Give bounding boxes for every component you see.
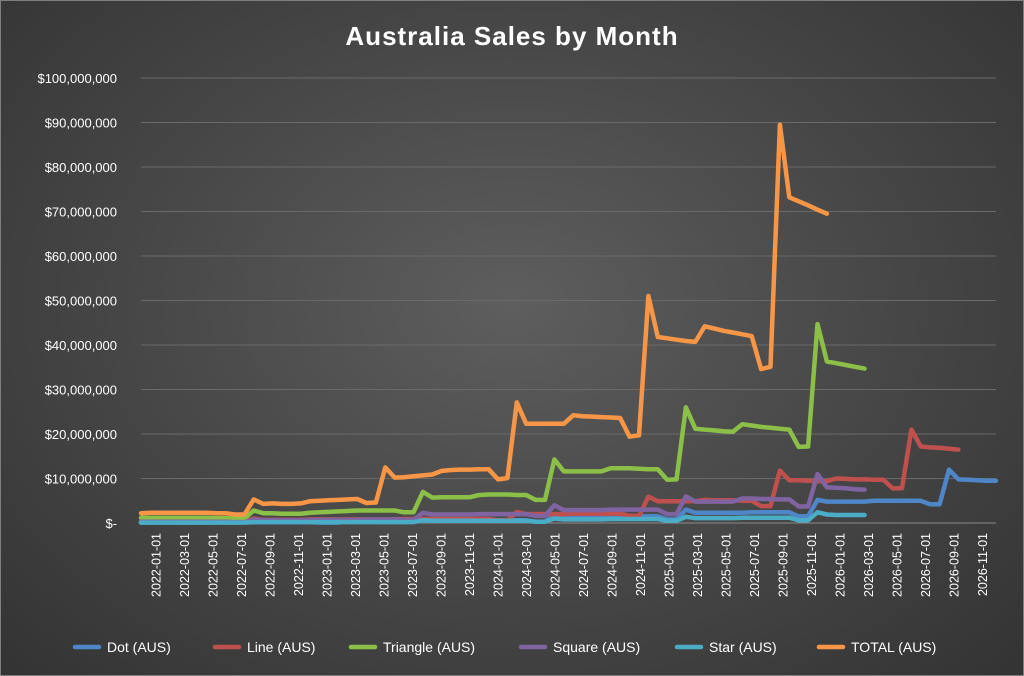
x-tick-label: 2026-09-01: [947, 533, 961, 597]
x-tick-label: 2023-01-01: [320, 533, 334, 597]
series-lines: [138, 122, 999, 525]
legend-label: Line (AUS): [247, 639, 315, 655]
x-tick-label: 2023-11-01: [463, 533, 477, 596]
x-tick-label: 2026-03-01: [862, 533, 876, 597]
x-tick-label: 2026-07-01: [919, 533, 933, 597]
x-tick-label: 2025-11-01: [805, 533, 819, 596]
x-tick-label: 2024-09-01: [605, 533, 619, 597]
y-tick-label: $60,000,000: [45, 249, 117, 264]
legend-label: Square (AUS): [553, 639, 640, 655]
chart-title: Australia Sales by Month: [345, 21, 678, 51]
x-tick-label: 2026-05-01: [890, 533, 904, 597]
series-line: [138, 122, 830, 517]
y-tick-label: $80,000,000: [45, 160, 117, 175]
y-tick-label: $-: [105, 516, 117, 531]
x-tick-label: 2022-11-01: [292, 533, 306, 596]
legend-label: Dot (AUS): [107, 639, 171, 655]
x-tick-label: 2022-01-01: [149, 533, 163, 597]
x-tick-label: 2025-09-01: [776, 533, 790, 597]
y-tick-label: $30,000,000: [45, 383, 117, 398]
x-tick-label: 2025-05-01: [719, 533, 733, 597]
x-tick-label: 2022-05-01: [206, 533, 220, 597]
x-tick-label: 2023-07-01: [406, 533, 420, 597]
y-tick-label: $10,000,000: [45, 472, 117, 487]
x-tick-label: 2026-01-01: [833, 533, 847, 597]
y-tick-label: $40,000,000: [45, 338, 117, 353]
gridlines: [141, 77, 996, 479]
y-tick-label: $70,000,000: [45, 205, 117, 220]
x-tick-label: 2026-11-01: [976, 533, 990, 596]
legend-label: Triangle (AUS): [383, 639, 475, 655]
y-tick-label: $90,000,000: [45, 116, 117, 131]
y-tick-label: $50,000,000: [45, 294, 117, 309]
x-tick-label: 2024-07-01: [577, 533, 591, 597]
y-tick-label: $100,000,000: [37, 71, 117, 86]
x-tick-label: 2023-05-01: [377, 533, 391, 597]
legend-label: Star (AUS): [709, 639, 777, 655]
series-line: [138, 510, 867, 525]
legend-label: TOTAL (AUS): [851, 639, 936, 655]
x-tick-label: 2022-09-01: [263, 533, 277, 597]
x-tick-label: 2023-03-01: [349, 533, 363, 597]
x-tick-label: 2025-03-01: [691, 533, 705, 597]
x-axis: 2022-01-01 2022-03-01 2022-05-01 2022-07-01…: [141, 522, 996, 597]
x-tick-label: 2022-07-01: [235, 533, 249, 597]
x-tick-label: 2022-03-01: [178, 533, 192, 597]
y-axis: $- $10,000,000 $20,000,000 $30,000,000 $40,0…: [37, 71, 117, 531]
x-tick-label: 2023-09-01: [434, 533, 448, 597]
x-tick-label: 2024-11-01: [634, 533, 648, 596]
x-tick-label: 2024-03-01: [520, 533, 534, 597]
x-tick-label: 2025-01-01: [662, 533, 676, 597]
y-tick-label: $20,000,000: [45, 427, 117, 442]
x-tick-label: 2025-07-01: [748, 533, 762, 597]
x-tick-label: 2024-05-01: [548, 533, 562, 597]
series-line: [138, 321, 867, 521]
legend: Dot (AUS) Line (AUS) Triangle (AUS) Square …: [72, 639, 936, 655]
x-tick-label: 2024-01-01: [491, 533, 505, 597]
